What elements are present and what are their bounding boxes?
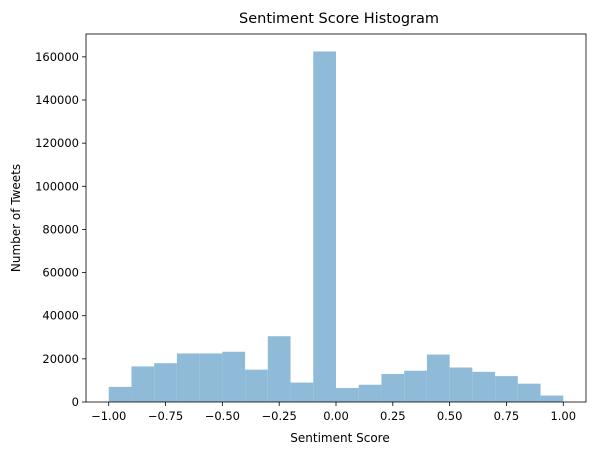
histogram-bar <box>313 51 336 403</box>
histogram-bar <box>381 373 405 402</box>
histogram-bar <box>358 384 382 402</box>
x-tick-label: 1.00 <box>550 409 576 423</box>
histogram-bar <box>336 387 359 402</box>
y-tick-label: 40000 <box>42 309 79 323</box>
histogram-bar <box>176 353 200 402</box>
histogram-bar <box>404 370 427 402</box>
y-ticks: 0 20000 40000 60000 80000 100000 120000 140000 1… <box>35 50 86 409</box>
histogram-bar <box>267 336 291 402</box>
y-axis-label: Number of Tweets <box>9 164 23 272</box>
chart-title: Sentiment Score Histogram <box>239 11 439 27</box>
y-tick-label: 160000 <box>35 50 79 64</box>
x-tick-label: −0.75 <box>148 409 183 423</box>
histogram-bar <box>222 351 246 402</box>
y-tick-label: 60000 <box>42 266 79 280</box>
histogram-bar <box>495 376 518 402</box>
y-tick-label: 100000 <box>35 179 79 193</box>
x-tick-label: 0.25 <box>380 409 406 423</box>
y-tick-label: 120000 <box>35 136 79 150</box>
histogram-bar <box>449 367 473 402</box>
y-tick-label: 20000 <box>42 352 79 366</box>
histogram-bar <box>131 366 155 402</box>
y-tick-label: 0 <box>72 395 79 409</box>
x-axis-label: Sentiment Score <box>290 431 389 445</box>
histogram-bar <box>245 369 268 402</box>
y-tick-label: 140000 <box>35 93 79 107</box>
x-tick-label: −0.50 <box>205 409 240 423</box>
histogram-bar <box>540 395 564 402</box>
histogram-bar <box>517 383 541 402</box>
x-tick-label: −1.00 <box>91 409 126 423</box>
histogram-bar <box>108 386 132 402</box>
histogram-bar <box>199 353 223 402</box>
x-tick-label: 0.50 <box>437 409 463 423</box>
x-tick-label: 0.00 <box>323 409 349 423</box>
histogram-bar <box>154 363 177 402</box>
x-tick-label: −0.25 <box>262 409 297 423</box>
plot-frame <box>85 33 587 403</box>
x-ticks: −1.00 −0.75 −0.50 −0.25 0.00 0.25 0.50 0.75 1.00 <box>91 402 576 423</box>
histogram-bar <box>472 371 496 402</box>
bars-group <box>108 51 564 403</box>
histogram-bar <box>426 354 450 402</box>
x-tick-label: 0.75 <box>494 409 520 423</box>
y-tick-label: 80000 <box>42 222 79 236</box>
histogram-bar <box>290 382 314 402</box>
